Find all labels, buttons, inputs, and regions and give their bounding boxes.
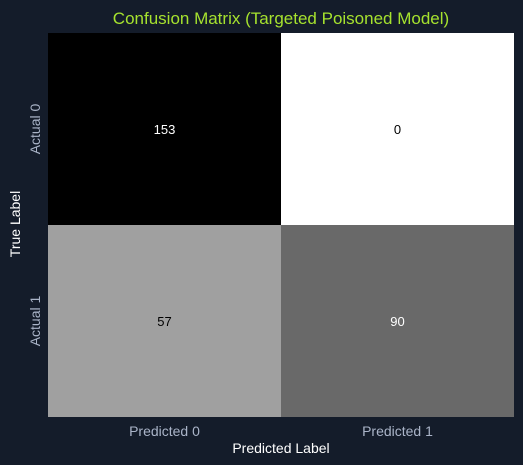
x-tick-label-1: Predicted 1: [362, 423, 433, 439]
y-tick-label-0: Actual 0: [27, 103, 43, 154]
x-tick-label-0: Predicted 0: [129, 423, 200, 439]
heatmap-cell-labels: 153 0 57 90: [154, 122, 405, 329]
heatmap-cell-r0-c0: [48, 33, 281, 225]
heatmap-cell-r1-c1: [281, 225, 514, 417]
cell-value-label-r0-c1: 0: [394, 122, 401, 137]
y-tick-labels: Actual 0 Actual 1: [27, 103, 43, 346]
y-tick-label-1: Actual 1: [27, 295, 43, 346]
cell-value-label-r0-c0: 153: [154, 122, 176, 137]
cell-value-label-r1-c1: 90: [390, 314, 404, 329]
heatmap-cell-r0-c1: [281, 33, 514, 225]
heatmap-cells: [48, 33, 514, 417]
cell-value-label-r1-c0: 57: [157, 314, 171, 329]
y-axis-label: True Label: [7, 191, 23, 257]
x-tick-labels: Predicted 0 Predicted 1: [129, 423, 433, 439]
chart-title: Confusion Matrix (Targeted Poisoned Mode…: [113, 9, 449, 28]
heatmap-cell-r1-c0: [48, 225, 281, 417]
x-axis-label: Predicted Label: [232, 440, 329, 456]
